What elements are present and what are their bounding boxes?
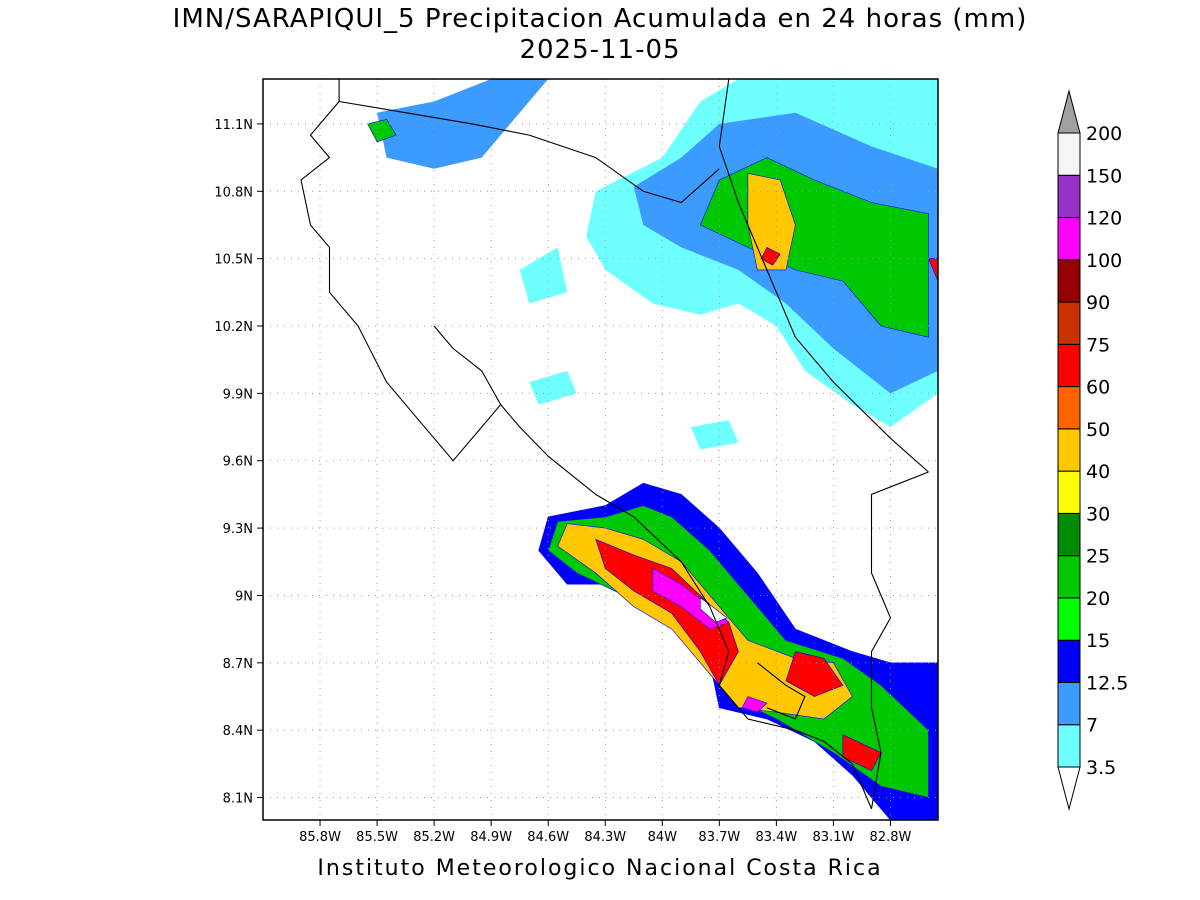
chart-title: IMN/SARAPIQUI_5 Precipitacion Acumulada … <box>172 4 1028 34</box>
x-tick-label: 84.9W <box>470 830 512 845</box>
x-tick-label: 84.6W <box>527 830 569 845</box>
precip-region-central-cyan-2 <box>690 420 739 450</box>
y-tick-label: 10.2N <box>214 320 253 335</box>
x-tick-label: 85.2W <box>413 830 455 845</box>
colorbar-label: 3.5 <box>1086 757 1116 779</box>
y-tick-label: 9N <box>235 589 253 604</box>
precip-region-northwest-band <box>377 79 549 169</box>
coastline-panama-border <box>870 471 929 809</box>
x-tick-label: 85.8W <box>299 830 341 845</box>
colorbar-swatch <box>1057 428 1081 472</box>
colorbar-swatch <box>1057 555 1081 599</box>
colorbar-swatch <box>1057 386 1081 430</box>
colorbar-label: 12.5 <box>1086 672 1128 694</box>
precip-region-southern-red-core <box>595 538 739 686</box>
y-tick-label: 9.9N <box>223 387 253 402</box>
precip-region-central-cyan-3 <box>519 247 568 304</box>
precip-region-northeast-red-spot <box>760 246 781 266</box>
y-tick-label: 8.1N <box>223 792 253 807</box>
colorbar-swatch <box>1057 639 1081 683</box>
colorbar-legend: 3.5 7 12.5 15 20 25 30 40 50 60 75 90 100 120 150 200 <box>1057 89 1128 811</box>
colorbar-label: 75 <box>1086 334 1110 356</box>
colorbar-swatch <box>1057 724 1081 768</box>
precip-region-northeast-east-red <box>928 258 938 282</box>
colorbar-swatch <box>1057 259 1081 303</box>
map-grid <box>263 79 938 820</box>
colorbar-swatch <box>1057 470 1081 514</box>
colorbar-swatch <box>1057 512 1081 557</box>
colorbar-label: 40 <box>1086 461 1110 483</box>
colorbar-label: 15 <box>1086 630 1110 652</box>
x-tick-label: 84.3W <box>584 830 626 845</box>
colorbar-top-triangle <box>1057 89 1081 134</box>
coastline-central-pacific-coast <box>500 404 873 810</box>
x-tick-label: 85.5W <box>356 830 398 845</box>
coastline-osa-outline <box>757 662 806 720</box>
colorbar-swatch <box>1057 597 1081 641</box>
precip-region-central-cyan-1 <box>529 370 577 405</box>
colorbar-label: 120 <box>1086 208 1122 230</box>
precipitation-field <box>367 79 938 820</box>
colorbar-swatch <box>1057 132 1081 176</box>
coastlines <box>300 79 929 810</box>
x-tick-label: 83.1W <box>813 830 855 845</box>
coastline-nicoya-pacific-coast <box>300 79 502 462</box>
x-tick-label: 83.4W <box>755 830 797 845</box>
colorbar-label: 20 <box>1086 588 1110 610</box>
x-tick-label: 82.8W <box>870 830 912 845</box>
y-tick-label: 9.6N <box>223 455 253 470</box>
x-tick-label: 84W <box>648 830 678 845</box>
colorbar-swatch <box>1057 174 1081 219</box>
colorbar-label: 25 <box>1086 546 1110 568</box>
x-tick-label: 83.7W <box>698 830 740 845</box>
colorbar-label: 50 <box>1086 419 1110 441</box>
y-tick-label: 10.5N <box>214 253 253 268</box>
y-tick-label: 11.1N <box>214 118 253 133</box>
colorbar-swatch <box>1057 681 1081 726</box>
precip-region-southern-white-spot <box>699 597 728 623</box>
latitude-axis: 8.1N 8.4N 8.7N 9N 9.3N 9.6N 9.9N 10.2N 10.5N 10.8… <box>214 118 263 807</box>
colorbar-label: 30 <box>1086 503 1110 525</box>
precip-region-southern-red-spot-east <box>785 651 844 697</box>
y-tick-label: 8.7N <box>223 657 253 672</box>
colorbar-label: 100 <box>1086 250 1122 272</box>
y-tick-label: 10.8N <box>214 185 253 200</box>
coastline-caribbean-coast <box>718 79 929 473</box>
colorbar-swatch <box>1057 343 1081 388</box>
colorbar-swatch <box>1057 301 1081 345</box>
map-frame <box>262 78 939 821</box>
precip-region-southern-magenta-spot <box>741 696 768 713</box>
colorbar-swatch <box>1057 217 1081 261</box>
colorbar-label: 7 <box>1086 715 1098 737</box>
colorbar-label: 60 <box>1086 377 1110 399</box>
colorbar-label: 90 <box>1086 292 1110 314</box>
y-tick-label: 8.4N <box>223 724 253 739</box>
colorbar-label: 200 <box>1086 123 1122 145</box>
precip-region-northwest-green-spot <box>367 119 397 143</box>
longitude-axis: 85.8W 85.5W 85.2W 84.9W 84.6W 84.3W 84W 83.7W 83… <box>299 820 912 845</box>
footer-credit: Instituto Meteorologico Nacional Costa R… <box>317 856 883 881</box>
colorbar-label: 150 <box>1086 165 1122 187</box>
coastline-nicaragua-border <box>339 100 720 204</box>
colorbar-bottom-triangle <box>1057 766 1081 811</box>
precip-region-southern-red-spot-far <box>842 734 882 771</box>
y-tick-label: 9.3N <box>223 522 253 537</box>
chart-date: 2025-11-05 <box>519 35 681 65</box>
